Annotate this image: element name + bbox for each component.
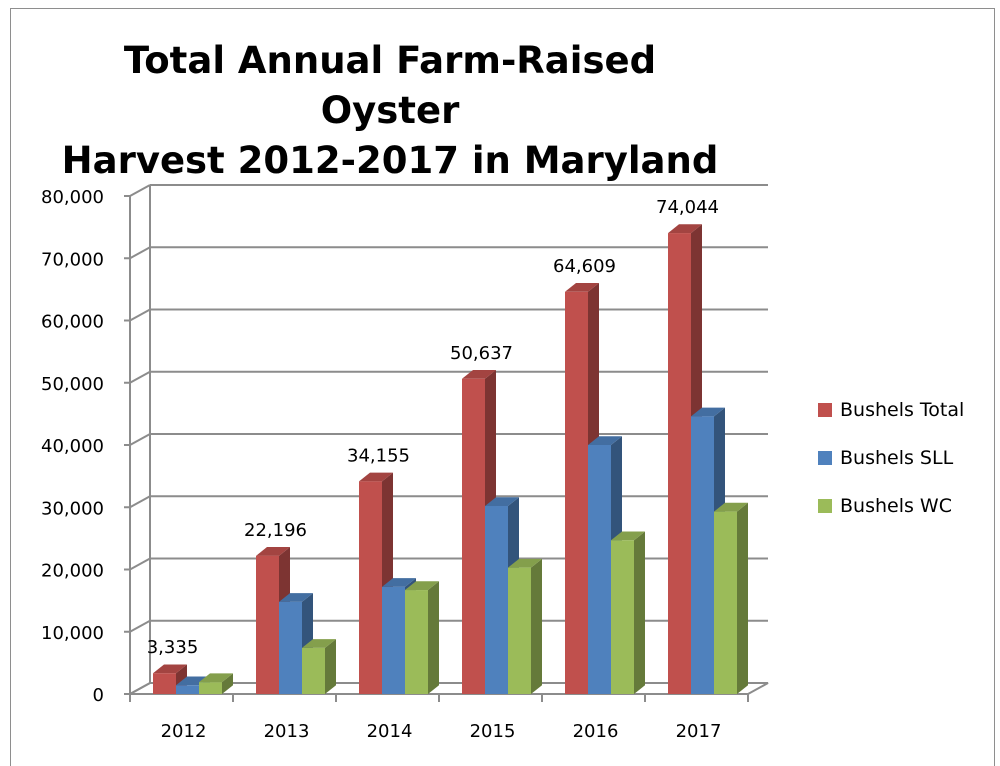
bar-front [714,511,737,694]
bar-top [279,593,313,602]
bar-front [611,540,634,694]
bar-side [325,639,336,694]
bar [508,558,542,694]
data-labels: 3,335 22,196 34,155 50,637 64,609 74,044 [147,197,719,658]
bar-front [302,647,325,694]
legend: Bushels Total Bushels SLL Bushels WC [818,399,964,517]
legend-swatch [818,499,832,513]
bar-front [565,291,588,694]
bar-front [382,586,405,694]
bar [199,673,233,694]
bar [611,531,645,694]
y-tick-label: 20,000 [41,561,104,582]
bar-top [382,578,416,587]
bar-front [485,506,508,694]
bar-front [588,445,611,694]
legend-label: Bushels Total [840,399,964,421]
bar-front [359,481,382,694]
bar [405,581,439,694]
chart-title: Total Annual Farm-Raised Oyster Harvest … [60,36,720,186]
bar-side [222,673,233,694]
x-tick-label: 2016 [573,721,619,742]
bar-front [153,673,176,694]
bar-front [508,567,531,694]
y-tick-label: 60,000 [41,312,104,333]
y-tick-label: 30,000 [41,498,104,519]
bar-top [668,224,702,234]
bar-top [359,472,393,482]
y-tick-label: 10,000 [41,623,104,644]
x-axis-ticks: 2012 2013 2014 2015 2016 2017 [129,694,749,742]
bar-top [565,283,599,292]
bar [302,639,336,694]
bar-top [153,664,187,674]
bar-top [691,407,725,417]
chart-title-line-2: Harvest 2012-2017 in Maryland [61,139,719,182]
bar-top [611,531,645,541]
gridline-side [129,619,151,633]
bar-front [462,378,485,694]
gridline-side [129,370,151,384]
bar-front [405,590,428,694]
data-label: 22,196 [244,520,307,541]
data-label: 3,335 [147,637,199,658]
gridline-side [129,246,151,260]
y-tick-label: 50,000 [41,374,104,395]
bar [714,502,748,694]
bar-front [279,601,302,694]
bar-top [714,502,748,512]
legend-swatch [818,451,832,465]
legend-swatch [818,403,832,417]
bar-side [634,531,645,694]
bars [153,224,748,694]
bar-front [668,233,691,694]
bar-front [176,685,199,694]
bar-front [199,682,222,694]
data-label: 50,637 [450,343,513,364]
data-label: 64,609 [553,256,616,277]
bar-top [302,639,336,648]
gridline-side [129,682,151,695]
bar-front [256,555,279,694]
bar-top [588,436,622,445]
bar-top [256,547,290,556]
y-tick-label: 80,000 [41,187,104,208]
x-tick-label: 2015 [470,721,516,742]
data-label: 74,044 [656,197,719,218]
gridline-side [129,557,151,571]
bar-front [691,416,714,694]
bar-top [405,581,439,591]
y-tick-label: 0 [93,685,104,706]
x-tick-label: 2013 [264,721,310,742]
x-tick-label: 2017 [676,721,722,742]
x-tick-label: 2012 [161,721,207,742]
chart-frame [10,8,995,766]
gridline-side [129,495,151,509]
bar-top [508,558,542,568]
bar-side [428,581,439,694]
bar-top [462,369,496,379]
bar-side [531,558,542,694]
chart-title-line-1: Total Annual Farm-Raised Oyster [123,39,657,132]
data-label: 34,155 [347,445,410,466]
gridline-side [129,184,151,197]
gridline-side [129,433,151,446]
legend-label: Bushels SLL [840,447,954,469]
y-tick-label: 70,000 [41,249,104,270]
bar-side [737,502,748,694]
x-tick-label: 2014 [367,721,413,742]
gridline-side [129,308,151,322]
bar-top [199,673,233,683]
y-axis-ticks: 0 10,000 20,000 30,000 40,000 50,000 60,000 70,… [41,187,130,706]
gridlines [129,184,768,695]
y-tick-label: 40,000 [41,436,104,457]
legend-label: Bushels WC [840,495,952,517]
bar-top [485,497,519,507]
